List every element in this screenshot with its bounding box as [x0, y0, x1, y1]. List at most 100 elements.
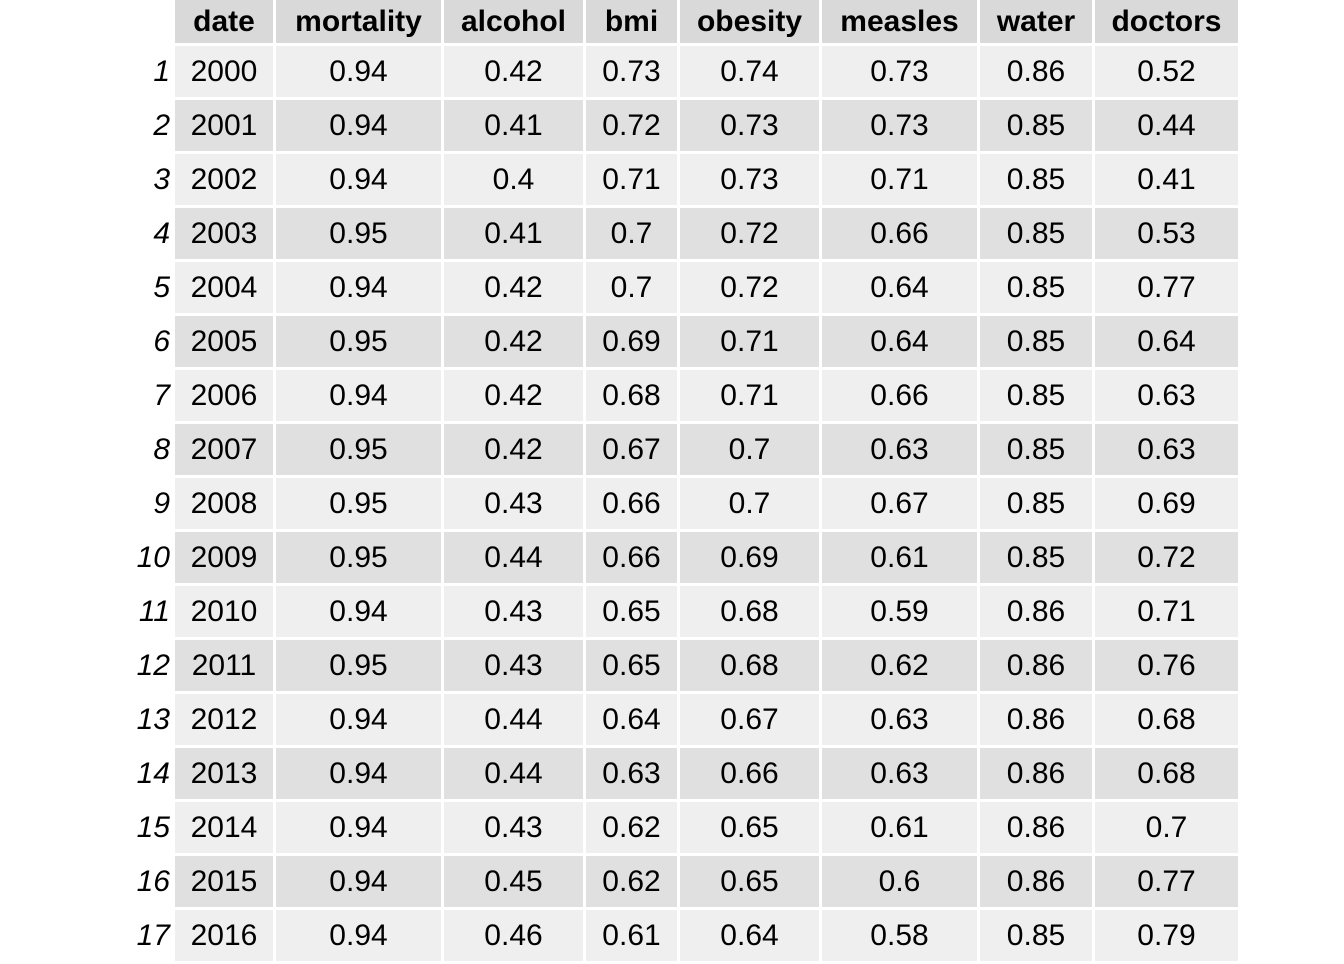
table-row: 10 2009 0.95 0.44 0.66 0.69 0.61 0.85 0.72 [3, 532, 1238, 583]
cell-measles: 0.66 [822, 370, 977, 421]
cell-doctors: 0.79 [1095, 910, 1238, 961]
column-header-obesity: obesity [680, 0, 819, 43]
cell-doctors: 0.76 [1095, 640, 1238, 691]
row-label: 7 [153, 378, 170, 412]
cell-mortality: 0.95 [276, 208, 441, 259]
cell-water: 0.86 [980, 694, 1092, 745]
cell-water: 0.85 [980, 910, 1092, 961]
cell-date: 2006 [175, 370, 273, 421]
cell-measles: 0.63 [822, 424, 977, 475]
cell-mortality: 0.94 [276, 262, 441, 313]
cell-alcohol: 0.44 [444, 748, 583, 799]
cell-bmi: 0.7 [586, 208, 677, 259]
cell-water: 0.85 [980, 208, 1092, 259]
cell-measles: 0.63 [822, 748, 977, 799]
cell-bmi: 0.64 [586, 694, 677, 745]
cell-obesity: 0.72 [680, 208, 819, 259]
cell-doctors: 0.77 [1095, 262, 1238, 313]
cell-date: 2009 [175, 532, 273, 583]
cell-doctors: 0.69 [1095, 478, 1238, 529]
table-row: 12 2011 0.95 0.43 0.65 0.68 0.62 0.86 0.76 [3, 640, 1238, 691]
cell-measles: 0.59 [822, 586, 977, 637]
header-row: date mortality alcohol bmi obesity measles wat… [3, 0, 1238, 43]
cell-date: 2014 [175, 802, 273, 853]
row-label: 1 [153, 54, 170, 88]
cell-bmi: 0.66 [586, 478, 677, 529]
cell-measles: 0.73 [822, 46, 977, 97]
cell-measles: 0.64 [822, 316, 977, 367]
cell-date: 2004 [175, 262, 273, 313]
cell-bmi: 0.73 [586, 46, 677, 97]
table-row: 17 2016 0.94 0.46 0.61 0.64 0.58 0.85 0.79 [3, 910, 1238, 961]
cell-bmi: 0.63 [586, 748, 677, 799]
cell-measles: 0.61 [822, 802, 977, 853]
cell-date: 2001 [175, 100, 273, 151]
cell-water: 0.85 [980, 100, 1092, 151]
cell-obesity: 0.7 [680, 478, 819, 529]
table-row: 1 2000 0.94 0.42 0.73 0.74 0.73 0.86 0.52 [3, 46, 1238, 97]
cell-date: 2005 [175, 316, 273, 367]
cell-bmi: 0.69 [586, 316, 677, 367]
row-label: 8 [153, 432, 170, 466]
cell-alcohol: 0.43 [444, 802, 583, 853]
data-table: date mortality alcohol bmi obesity measles wat… [3, 0, 1238, 961]
cell-obesity: 0.64 [680, 910, 819, 961]
cell-alcohol: 0.41 [444, 208, 583, 259]
cell-bmi: 0.62 [586, 856, 677, 907]
cell-alcohol: 0.43 [444, 640, 583, 691]
cell-bmi: 0.71 [586, 154, 677, 205]
cell-alcohol: 0.43 [444, 478, 583, 529]
cell-mortality: 0.95 [276, 532, 441, 583]
cell-date: 2016 [175, 910, 273, 961]
row-label: 4 [153, 216, 170, 250]
column-header-mortality: mortality [276, 0, 441, 43]
cell-bmi: 0.7 [586, 262, 677, 313]
cell-alcohol: 0.44 [444, 694, 583, 745]
table-row: 2 2001 0.94 0.41 0.72 0.73 0.73 0.85 0.44 [3, 100, 1238, 151]
cell-mortality: 0.94 [276, 802, 441, 853]
column-header-bmi: bmi [586, 0, 677, 43]
cell-measles: 0.58 [822, 910, 977, 961]
cell-doctors: 0.68 [1095, 694, 1238, 745]
cell-mortality: 0.94 [276, 748, 441, 799]
cell-date: 2011 [175, 640, 273, 691]
cell-measles: 0.62 [822, 640, 977, 691]
cell-obesity: 0.73 [680, 100, 819, 151]
cell-mortality: 0.95 [276, 478, 441, 529]
cell-date: 2003 [175, 208, 273, 259]
table-row: 3 2002 0.94 0.4 0.71 0.73 0.71 0.85 0.41 [3, 154, 1238, 205]
cell-water: 0.85 [980, 532, 1092, 583]
row-label: 14 [136, 756, 170, 790]
cell-measles: 0.61 [822, 532, 977, 583]
cell-doctors: 0.63 [1095, 424, 1238, 475]
cell-doctors: 0.63 [1095, 370, 1238, 421]
cell-obesity: 0.74 [680, 46, 819, 97]
cell-mortality: 0.94 [276, 154, 441, 205]
cell-date: 2012 [175, 694, 273, 745]
cell-bmi: 0.66 [586, 532, 677, 583]
table-row: 5 2004 0.94 0.42 0.7 0.72 0.64 0.85 0.77 [3, 262, 1238, 313]
cell-mortality: 0.95 [276, 316, 441, 367]
cell-obesity: 0.68 [680, 640, 819, 691]
table-body: 1 2000 0.94 0.42 0.73 0.74 0.73 0.86 0.52 2 2001 0.… [3, 46, 1238, 961]
cell-alcohol: 0.45 [444, 856, 583, 907]
cell-water: 0.85 [980, 424, 1092, 475]
table-row: 7 2006 0.94 0.42 0.68 0.71 0.66 0.85 0.63 [3, 370, 1238, 421]
row-label: 15 [136, 810, 170, 844]
cell-obesity: 0.65 [680, 802, 819, 853]
table-row: 6 2005 0.95 0.42 0.69 0.71 0.64 0.85 0.64 [3, 316, 1238, 367]
cell-mortality: 0.95 [276, 640, 441, 691]
cell-date: 2000 [175, 46, 273, 97]
cell-obesity: 0.68 [680, 586, 819, 637]
row-label: 5 [153, 270, 170, 304]
cell-date: 2002 [175, 154, 273, 205]
cell-bmi: 0.67 [586, 424, 677, 475]
cell-alcohol: 0.44 [444, 532, 583, 583]
cell-doctors: 0.71 [1095, 586, 1238, 637]
cell-obesity: 0.65 [680, 856, 819, 907]
table-row: 8 2007 0.95 0.42 0.67 0.7 0.63 0.85 0.63 [3, 424, 1238, 475]
table-row: 11 2010 0.94 0.43 0.65 0.68 0.59 0.86 0.71 [3, 586, 1238, 637]
cell-date: 2013 [175, 748, 273, 799]
table-row: 15 2014 0.94 0.43 0.62 0.65 0.61 0.86 0.7 [3, 802, 1238, 853]
cell-mortality: 0.94 [276, 586, 441, 637]
